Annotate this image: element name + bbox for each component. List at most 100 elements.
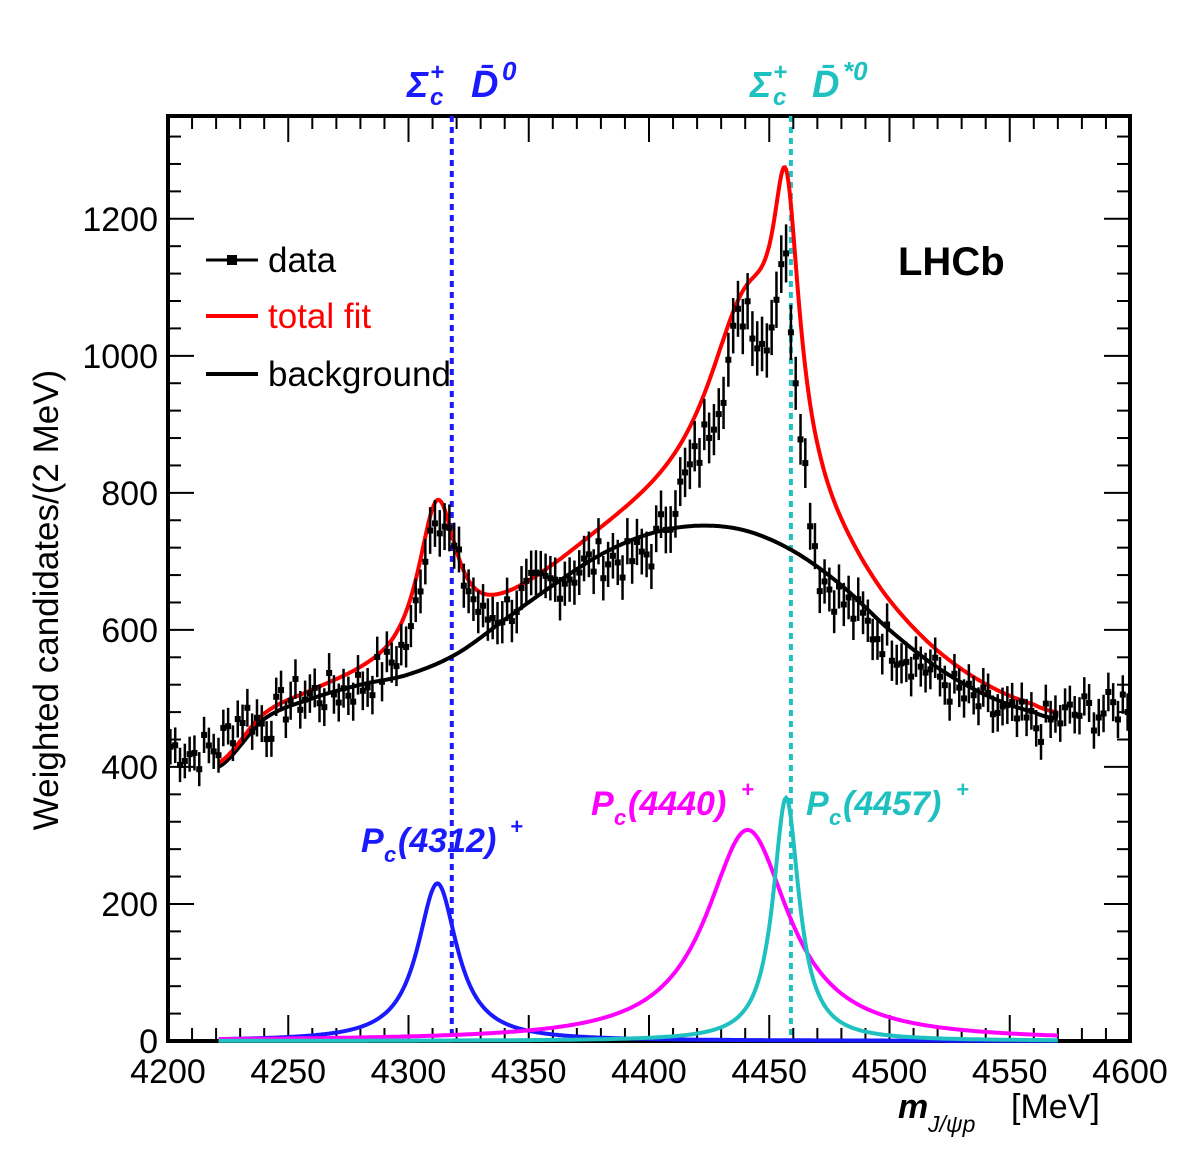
threshold-label-1: Σ + c D̄ 0	[406, 56, 517, 111]
data-point	[489, 614, 496, 621]
data-point	[1023, 714, 1030, 721]
data-point	[441, 523, 448, 530]
data-point	[1110, 699, 1117, 706]
svg-text:c: c	[773, 84, 786, 111]
data-point	[1124, 709, 1131, 716]
data-point	[316, 700, 323, 707]
data-point	[624, 538, 631, 545]
data-point	[720, 399, 727, 406]
data-point	[845, 594, 852, 601]
data-point	[1004, 702, 1011, 709]
threshold-lines	[449, 116, 793, 1041]
svg-text:c: c	[614, 805, 626, 830]
data-point	[350, 698, 357, 705]
data-point	[831, 608, 838, 615]
data-point	[1057, 720, 1064, 727]
svg-text:[MeV]: [MeV]	[1011, 1088, 1100, 1126]
data-point	[1047, 716, 1054, 723]
data-point	[181, 758, 188, 765]
data-point	[908, 673, 915, 680]
data-point	[302, 696, 309, 703]
data-point	[225, 723, 232, 730]
data-point	[427, 527, 434, 534]
data-point	[989, 711, 996, 718]
data-point	[403, 643, 410, 650]
experiment-label: LHCb	[898, 240, 1005, 284]
data-point	[835, 583, 842, 590]
data-point	[1028, 707, 1035, 714]
data-point	[605, 561, 612, 568]
data-point	[922, 669, 929, 676]
data-point	[1086, 699, 1093, 706]
x-tick-label: 4550	[972, 1053, 1048, 1091]
data-point	[1071, 711, 1078, 718]
data-point	[1062, 704, 1069, 711]
data-point	[239, 720, 246, 727]
data-point	[460, 582, 467, 589]
data-point	[956, 684, 963, 691]
y-tick-labels: 0 200 400 600 800 1000 1200	[82, 201, 158, 1061]
x-tick-label: 4350	[491, 1053, 567, 1091]
data-point	[633, 538, 640, 545]
svg-text:+: +	[956, 777, 969, 802]
data-point	[354, 671, 361, 678]
data-point	[855, 596, 862, 603]
data-point	[412, 597, 419, 604]
data-point	[912, 653, 919, 660]
y-tick-label: 1000	[82, 338, 158, 376]
data-point	[787, 329, 794, 336]
data-point	[730, 322, 737, 329]
data-point	[1013, 715, 1020, 722]
data-point	[792, 380, 799, 387]
data-point	[292, 675, 299, 682]
svg-text:(4440): (4440)	[628, 785, 726, 823]
data-point	[629, 558, 636, 565]
data-point	[864, 617, 871, 624]
data-point	[330, 691, 337, 698]
data-point	[220, 724, 227, 731]
data-point	[388, 659, 395, 666]
svg-text:+: +	[741, 777, 754, 802]
svg-text:+: +	[773, 59, 787, 86]
svg-text:P: P	[806, 785, 829, 823]
data-point	[648, 563, 655, 570]
x-tick-label: 4300	[371, 1053, 447, 1091]
data-point	[191, 749, 198, 756]
data-point	[994, 709, 1001, 716]
data-point	[893, 661, 900, 668]
peak-label-pc4312: P c (4312) +	[361, 814, 523, 867]
data-point	[1038, 738, 1045, 745]
data-point	[513, 608, 520, 615]
data-point	[840, 601, 847, 608]
data-point	[393, 663, 400, 670]
svg-text:P: P	[591, 785, 614, 823]
legend: data total fit background	[206, 241, 451, 394]
data-point	[494, 620, 501, 627]
data-point	[508, 618, 515, 625]
data-point	[576, 569, 583, 576]
data-point	[874, 636, 881, 643]
data-point	[557, 595, 564, 602]
x-tick-label: 4500	[852, 1053, 928, 1091]
data-point	[196, 766, 203, 773]
data-point	[797, 436, 804, 443]
data-point	[744, 298, 751, 305]
svg-text:c: c	[384, 842, 396, 867]
data-point	[1114, 716, 1121, 723]
data-point	[903, 658, 910, 665]
data-point	[1042, 700, 1049, 707]
data-point	[215, 752, 222, 759]
data-point	[701, 421, 708, 428]
data-point	[768, 324, 775, 331]
data-point	[258, 720, 265, 727]
svg-text:(4312): (4312)	[398, 822, 496, 860]
svg-text:0: 0	[502, 56, 517, 86]
x-tick-label: 4200	[130, 1053, 206, 1091]
data-point	[186, 751, 193, 758]
data-point	[321, 704, 328, 711]
data-point	[821, 578, 828, 585]
data-point	[398, 641, 405, 648]
svg-text:D̄: D̄	[471, 64, 498, 106]
signal-curve-4440	[218, 827, 1058, 1042]
data-point	[542, 572, 549, 579]
